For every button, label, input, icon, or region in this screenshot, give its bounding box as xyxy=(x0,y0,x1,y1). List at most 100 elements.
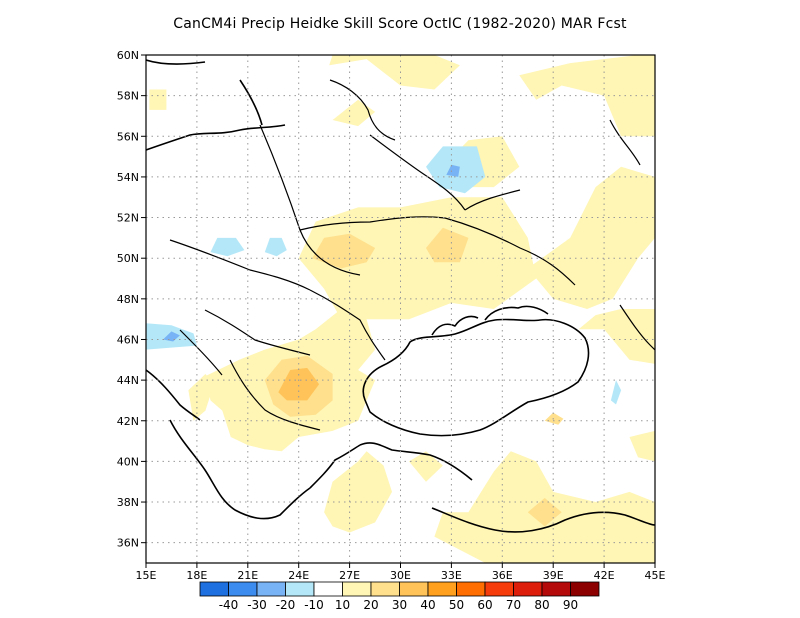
skill-region-10-20 xyxy=(527,166,655,309)
x-tick-label: 39E xyxy=(543,569,564,582)
colorbar-label: 30 xyxy=(392,598,407,612)
skill-region-30-40 xyxy=(278,367,320,401)
gridlines xyxy=(146,55,655,563)
skill-region-20-30 xyxy=(426,227,469,263)
skill-region-20-30 xyxy=(527,498,562,527)
skill-region-10-20 xyxy=(188,374,214,421)
y-tick-label: 40N xyxy=(117,455,139,468)
chart-title: CanCM4i Precip Heidke Skill Score OctIC … xyxy=(173,16,627,32)
y-tick-label: 48N xyxy=(117,293,139,306)
y-tick-label: 52N xyxy=(117,212,139,225)
colorbar-label: 50 xyxy=(449,598,464,612)
map-line xyxy=(309,444,361,489)
x-tick-label: 33E xyxy=(441,569,462,582)
x-tick-label: 15E xyxy=(136,569,157,582)
colorbar-label: 70 xyxy=(506,598,521,612)
y-tick-label: 56N xyxy=(117,130,139,143)
skill-region--30--20 xyxy=(163,331,180,342)
colorbar-swatch xyxy=(285,581,315,597)
x-tick-label: 42E xyxy=(594,569,615,582)
map-line xyxy=(146,59,206,65)
colorbar-swatch xyxy=(342,581,372,597)
x-axis: 15E 18E 21E 24E 27E 30E 33E 36E 39E 42E 45E xyxy=(136,563,666,582)
map-line xyxy=(146,124,286,151)
y-tick-label: 44N xyxy=(117,374,139,387)
map-line xyxy=(239,79,263,126)
skill-region-10-20 xyxy=(629,430,655,462)
skill-region-10-20 xyxy=(409,451,443,482)
skill-region--30--20 xyxy=(446,164,460,177)
skill-region-10-20 xyxy=(329,55,460,90)
skill-region-10-20 xyxy=(578,309,655,364)
colorbar-swatch xyxy=(456,581,486,597)
skill-region-10-20 xyxy=(332,99,376,127)
skill-region-10-20 xyxy=(298,197,537,320)
colorbar-label: 40 xyxy=(420,598,435,612)
colorbar-swatch xyxy=(313,581,343,597)
colorbar-swatch xyxy=(399,581,429,597)
y-tick-label: 60N xyxy=(117,49,139,62)
colorbar-swatch xyxy=(541,581,571,597)
skill-region-10-20 xyxy=(324,451,392,533)
x-tick-label: 36E xyxy=(492,569,513,582)
skill-region-20-30 xyxy=(544,412,564,425)
skill-region-10-20 xyxy=(149,89,167,110)
map-line xyxy=(362,318,590,437)
map-line xyxy=(444,217,576,286)
map-line xyxy=(179,329,223,376)
y-tick-label: 36N xyxy=(117,537,139,550)
colorbar-label: 60 xyxy=(477,598,492,612)
y-tick-label: 50N xyxy=(117,252,139,265)
colorbar-label: 20 xyxy=(363,598,378,612)
map-line xyxy=(169,239,311,291)
map-line xyxy=(229,359,321,431)
x-tick-label: 18E xyxy=(186,569,207,582)
y-axis: 60N 58N 56N 54N 52N 50N 48N 46N 44N 42N 40N 38N 36N xyxy=(117,49,146,550)
map-line xyxy=(464,189,521,211)
x-tick-label: 30E xyxy=(390,569,411,582)
map-line xyxy=(259,124,361,276)
colorbar-label: -30 xyxy=(247,598,267,612)
colorbar-swatch xyxy=(513,581,543,597)
x-tick-label: 27E xyxy=(339,569,360,582)
map-line xyxy=(204,309,311,356)
y-tick-label: 42N xyxy=(117,415,139,428)
map-line xyxy=(359,442,473,481)
map-line xyxy=(309,289,386,361)
map-outline xyxy=(146,59,655,533)
x-tick-label: 24E xyxy=(288,569,309,582)
colorbar-label: 90 xyxy=(563,598,578,612)
colorbar-label: 80 xyxy=(534,598,549,612)
map-line xyxy=(619,304,655,351)
map-line xyxy=(431,315,479,336)
colorbar-swatch xyxy=(570,581,600,597)
y-tick-label: 46N xyxy=(117,333,139,346)
map-line xyxy=(329,79,396,141)
map-line xyxy=(609,119,641,166)
y-tick-label: 54N xyxy=(117,171,139,184)
colorbar-label: -40 xyxy=(219,598,239,612)
colorbar: -40 -30 -20 -10 10 20 30 40 50 60 70 80 90 xyxy=(199,581,600,612)
map-line xyxy=(484,305,549,321)
skill-region-10-20 xyxy=(519,55,655,137)
x-tick-label: 45E xyxy=(645,569,666,582)
colorbar-swatch xyxy=(256,581,286,597)
colorbar-swatch xyxy=(370,581,400,597)
colorbar-swatch xyxy=(484,581,514,597)
map-line xyxy=(431,507,655,533)
skill-region-20-30 xyxy=(312,233,376,269)
map-line xyxy=(299,216,446,231)
skill-region--20--10 xyxy=(264,237,287,257)
x-tick-label: 21E xyxy=(237,569,258,582)
colorbar-swatch xyxy=(427,581,457,597)
colorbar-label: -10 xyxy=(304,598,324,612)
skill-region--20--10 xyxy=(610,380,622,405)
colorbar-label: -20 xyxy=(276,598,296,612)
colorbar-swatch xyxy=(199,581,229,597)
y-tick-label: 38N xyxy=(117,496,139,509)
map-line xyxy=(369,134,466,211)
y-tick-label: 58N xyxy=(117,90,139,103)
skill-region--20--10 xyxy=(210,237,245,257)
map-line xyxy=(169,419,311,520)
